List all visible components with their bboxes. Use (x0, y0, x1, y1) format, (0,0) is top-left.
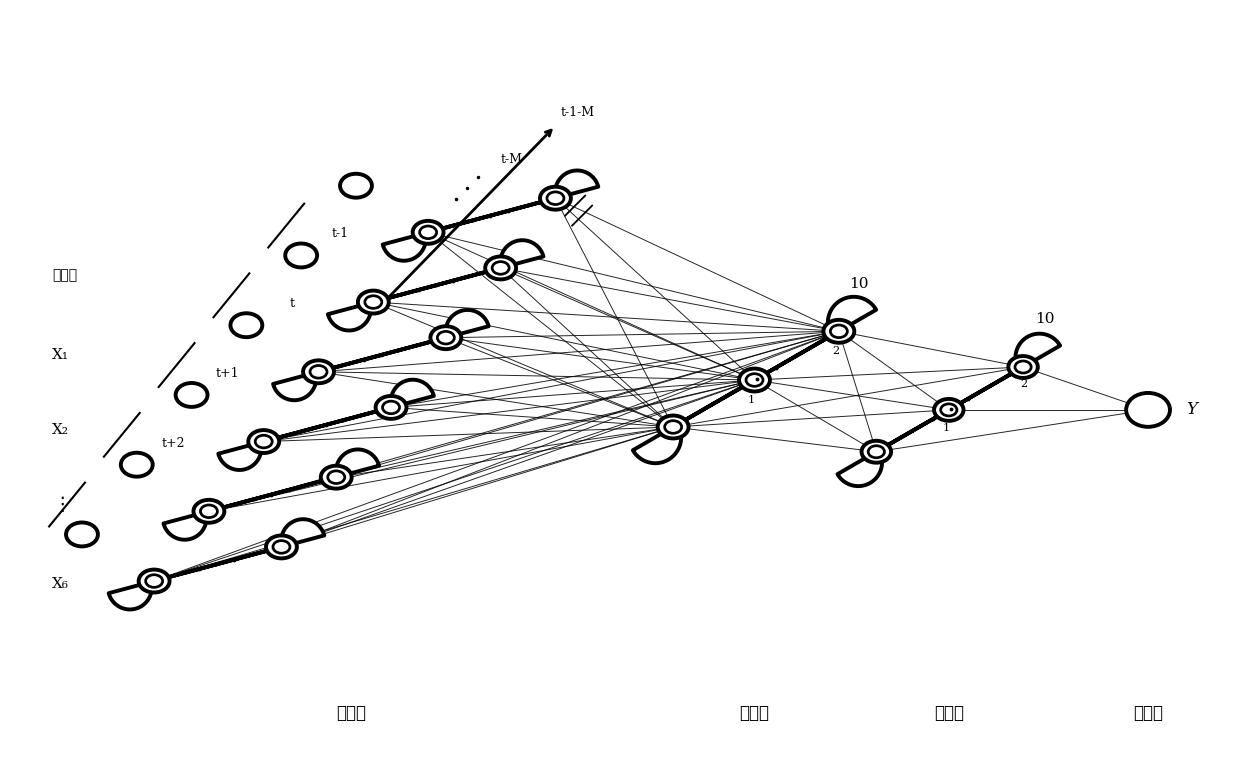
Polygon shape (632, 297, 877, 463)
Ellipse shape (139, 569, 170, 593)
Polygon shape (109, 519, 325, 610)
Polygon shape (837, 334, 1060, 486)
Polygon shape (383, 170, 598, 261)
Ellipse shape (746, 374, 763, 386)
Text: Y: Y (1185, 401, 1197, 419)
Ellipse shape (492, 261, 510, 274)
Ellipse shape (358, 290, 389, 314)
Ellipse shape (438, 331, 454, 344)
Ellipse shape (267, 536, 296, 559)
Text: 输入层: 输入层 (336, 705, 366, 722)
Ellipse shape (413, 221, 444, 244)
Ellipse shape (365, 296, 382, 309)
Ellipse shape (383, 401, 399, 413)
Text: 隐含层: 隐含层 (739, 705, 770, 722)
Ellipse shape (1016, 361, 1032, 373)
Ellipse shape (823, 320, 854, 343)
Ellipse shape (193, 500, 224, 523)
Text: 1: 1 (748, 395, 755, 405)
Text: t-1-M: t-1-M (560, 106, 594, 119)
Ellipse shape (485, 256, 516, 280)
Ellipse shape (430, 326, 461, 349)
Text: t+1: t+1 (216, 367, 239, 380)
Ellipse shape (539, 187, 570, 210)
Ellipse shape (327, 471, 345, 483)
Text: X₁: X₁ (52, 348, 69, 362)
Ellipse shape (934, 399, 963, 421)
Ellipse shape (862, 441, 892, 463)
Polygon shape (327, 240, 543, 331)
Ellipse shape (547, 192, 564, 204)
Text: t+2: t+2 (161, 436, 185, 450)
Ellipse shape (665, 421, 682, 433)
Ellipse shape (657, 416, 688, 439)
Ellipse shape (145, 575, 162, 587)
Ellipse shape (310, 366, 327, 378)
Text: ⋮: ⋮ (52, 495, 72, 514)
Ellipse shape (248, 430, 279, 453)
Ellipse shape (120, 453, 153, 477)
Ellipse shape (321, 466, 352, 489)
Text: 10: 10 (849, 277, 868, 291)
Ellipse shape (273, 540, 290, 553)
Ellipse shape (303, 360, 334, 383)
Text: 10: 10 (1034, 312, 1054, 326)
Text: 时间轴: 时间轴 (52, 268, 77, 283)
Ellipse shape (66, 522, 98, 546)
Ellipse shape (739, 369, 770, 391)
Text: 隐含层: 隐含层 (934, 705, 963, 722)
Text: 2: 2 (832, 347, 839, 356)
Ellipse shape (376, 396, 407, 419)
Ellipse shape (1008, 356, 1038, 378)
Ellipse shape (1126, 393, 1171, 427)
Polygon shape (164, 449, 379, 540)
Polygon shape (273, 310, 489, 401)
Text: 1: 1 (942, 423, 950, 433)
Text: X₆: X₆ (52, 578, 69, 591)
Text: t-M: t-M (501, 153, 522, 166)
Ellipse shape (340, 174, 372, 198)
Text: 输出层: 输出层 (1133, 705, 1163, 722)
Text: t: t (289, 297, 294, 310)
Text: t-1: t-1 (332, 227, 350, 240)
Ellipse shape (868, 445, 884, 458)
Ellipse shape (201, 505, 217, 518)
Text: X₂: X₂ (52, 423, 69, 437)
Ellipse shape (831, 325, 847, 337)
Ellipse shape (941, 404, 957, 416)
Ellipse shape (419, 226, 436, 239)
Ellipse shape (255, 435, 273, 448)
Ellipse shape (176, 383, 207, 407)
Ellipse shape (285, 243, 317, 268)
Text: 2: 2 (1021, 378, 1027, 388)
Ellipse shape (231, 313, 263, 337)
Polygon shape (218, 380, 434, 470)
